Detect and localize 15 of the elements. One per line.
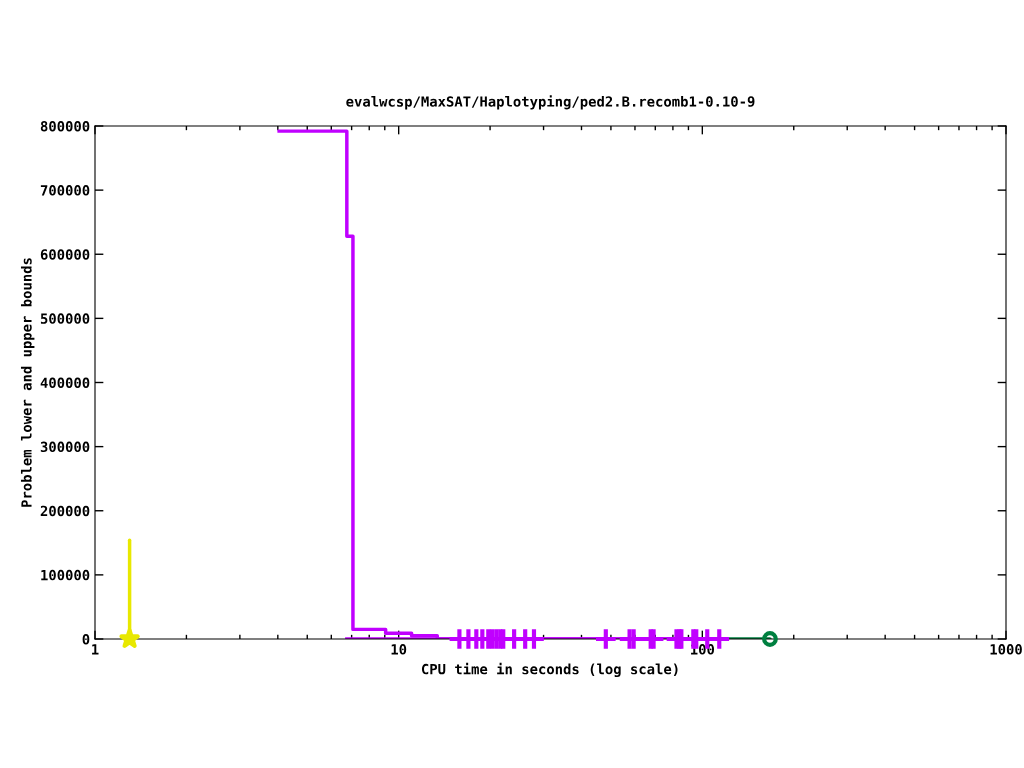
x-tick-label: 1000 bbox=[990, 644, 1022, 655]
y-tick-label: 400000 bbox=[40, 377, 90, 388]
x-tick-label: 10 bbox=[391, 644, 407, 655]
y-tick-label: 0 bbox=[82, 633, 90, 645]
y-tick-label: 300000 bbox=[40, 441, 90, 453]
y-tick-label: 200000 bbox=[40, 505, 90, 517]
y-tick-label: 100000 bbox=[41, 569, 90, 581]
chart-title: evalwcsp/MaxSAT/Haplotyping/ped2.B.recomb1-0.10-9 bbox=[346, 95, 755, 110]
x-axis-title: CPU time in seconds (log scale) bbox=[421, 662, 678, 678]
y-tick-label: 700000 bbox=[40, 185, 90, 196]
y-tick-label: 600000 bbox=[40, 249, 90, 260]
y-tick-label: 500000 bbox=[40, 313, 90, 324]
y-tick-label: 800000 bbox=[40, 120, 90, 132]
y-axis-title: Problem lower and upper bounds bbox=[20, 258, 35, 507]
x-tick-label: 1 bbox=[92, 644, 99, 655]
